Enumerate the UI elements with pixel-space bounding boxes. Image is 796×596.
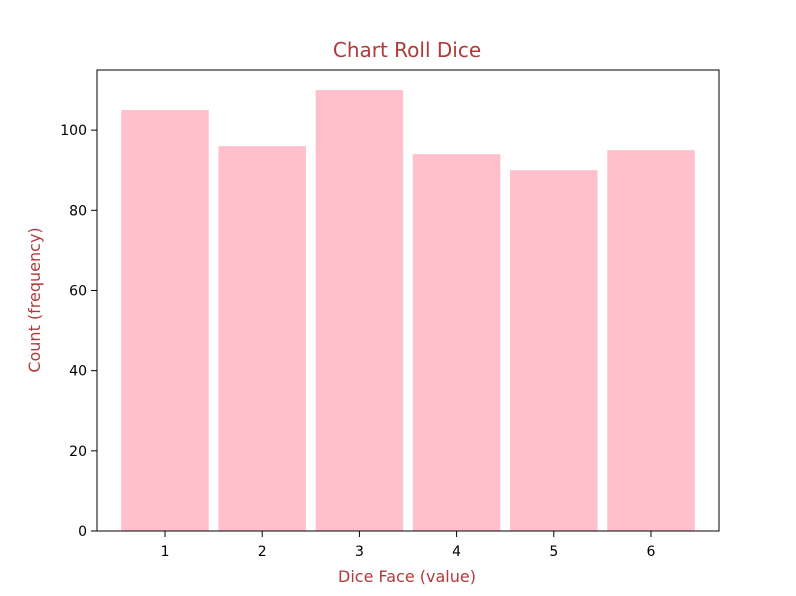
bars-layer (121, 90, 695, 531)
y-tick-label: 60 (69, 283, 87, 299)
x-axis-ticks: 1 2 3 4 5 6 (161, 531, 656, 560)
x-tick-label: 1 (161, 544, 170, 560)
bar-5 (510, 170, 598, 531)
y-tick-label: 0 (78, 524, 87, 540)
x-axis-label: Dice Face (value) (338, 567, 476, 586)
bar-3 (315, 90, 404, 531)
bar-2 (218, 146, 306, 531)
x-tick-label: 2 (258, 544, 267, 560)
x-tick-label: 6 (647, 544, 656, 560)
x-tick-label: 3 (355, 544, 364, 560)
plot-frame (96, 69, 720, 532)
y-tick-label: 100 (60, 123, 87, 139)
bar-1 (121, 110, 209, 531)
chart-title: Chart Roll Dice (333, 38, 481, 62)
y-tick-label: 40 (69, 364, 87, 380)
x-tick-label: 4 (452, 544, 461, 560)
y-tick-label: 80 (69, 203, 87, 219)
y-axis-label: Count (frequency) (25, 227, 44, 372)
bar-4 (412, 154, 501, 531)
y-axis-ticks: 0 20 40 60 80 100 (60, 123, 97, 540)
bar-6 (607, 150, 695, 531)
y-tick-label: 20 (69, 444, 87, 460)
x-tick-label: 5 (549, 544, 558, 560)
